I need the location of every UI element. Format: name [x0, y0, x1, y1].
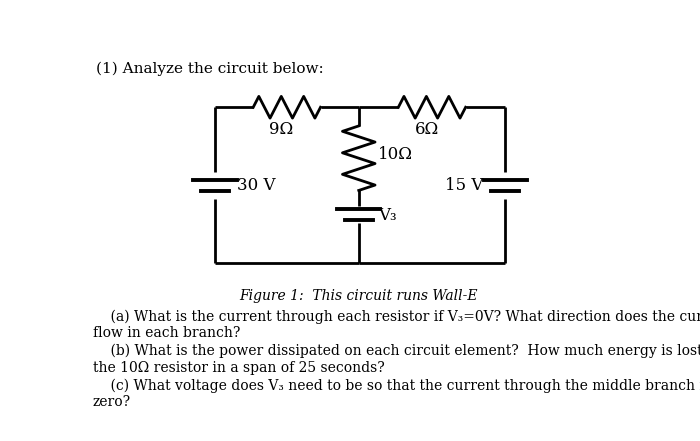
Text: 30 V: 30 V: [237, 177, 275, 194]
Text: 6Ω: 6Ω: [414, 121, 439, 138]
Text: (b) What is the power dissipated on each circuit element?  How much energy is lo: (b) What is the power dissipated on each…: [93, 344, 700, 359]
Text: the 10Ω resistor in a span of 25 seconds?: the 10Ω resistor in a span of 25 seconds…: [93, 361, 385, 374]
Text: zero?: zero?: [93, 395, 131, 409]
Text: V₃: V₃: [378, 207, 396, 224]
Text: (c) What voltage does V₃ need to be so that the current through the middle branc: (c) What voltage does V₃ need to be so t…: [93, 378, 700, 393]
Text: 15 V: 15 V: [445, 177, 484, 194]
Text: 9Ω: 9Ω: [270, 121, 293, 138]
Text: (1) Analyze the circuit below:: (1) Analyze the circuit below:: [96, 61, 323, 76]
Text: (a) What is the current through each resistor if V₃=0V? What direction does the : (a) What is the current through each res…: [93, 309, 700, 324]
Text: 10Ω: 10Ω: [378, 146, 413, 163]
Text: Figure 1:  This circuit runs Wall-E: Figure 1: This circuit runs Wall-E: [239, 289, 478, 303]
Text: flow in each branch?: flow in each branch?: [93, 326, 240, 340]
